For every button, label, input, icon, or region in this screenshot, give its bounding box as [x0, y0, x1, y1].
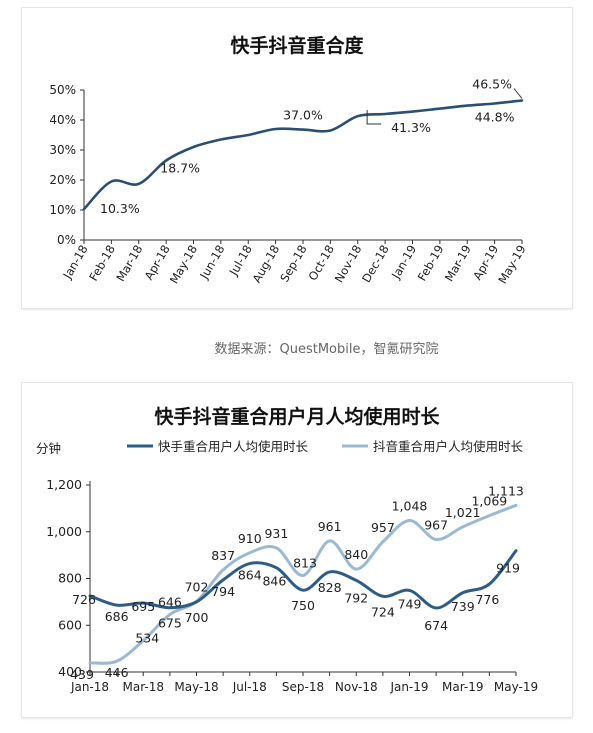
data-label-douyin: 534	[135, 631, 159, 646]
data-label-kuaishou: 776	[475, 592, 499, 607]
data-label-douyin: 1,021	[445, 505, 481, 520]
overlap-chart-panel: 快手抖音重合度 0% 10% 20% 30% 40% 50% Jan-18 Feb-18 Mar-…	[22, 8, 572, 308]
data-label-douyin: 702	[185, 579, 209, 594]
x-tick-label: Dec-18	[359, 243, 392, 286]
x-tick-label: Mar-18	[123, 680, 164, 694]
x-tick-label: Jan-19	[389, 680, 428, 694]
y-tick-label: 600	[58, 617, 82, 632]
data-label: 18.7%	[160, 161, 200, 176]
data-label-douyin: 967	[424, 517, 448, 532]
y-tick-label: 800	[58, 571, 82, 586]
source-note: 数据来源：QuestMobile，智氪研究院	[214, 342, 439, 357]
data-label-douyin: 840	[344, 547, 368, 562]
data-label-kuaishou: 794	[211, 584, 235, 599]
y-tick-label: 10%	[49, 203, 76, 217]
data-label-douyin: 1,069	[471, 494, 507, 509]
data-label-douyin: 910	[238, 531, 262, 546]
series-line-kuaishou	[88, 549, 518, 610]
x-tick-label: Mar-19	[442, 680, 483, 694]
data-label-kuaishou: 864	[238, 568, 262, 583]
data-label-kuaishou: 724	[371, 604, 395, 619]
x-tick-label: May-18	[174, 680, 218, 694]
y-tick-label: 1,200	[46, 477, 82, 492]
leader-line	[366, 110, 382, 125]
y-tick-label: 1,000	[46, 524, 82, 539]
x-tick-label: Sep-18	[282, 680, 324, 694]
x-tick-label: Jul-18	[232, 680, 267, 694]
y-tick-label: 30%	[49, 143, 76, 157]
data-label-douyin: 446	[105, 665, 129, 680]
data-label-douyin: 439	[70, 667, 94, 682]
data-label-douyin: 931	[264, 526, 288, 541]
y-tick-label: 40%	[49, 113, 76, 127]
chart-title: 快手抖音重合度	[230, 34, 364, 57]
data-label-kuaishou: 846	[262, 574, 286, 589]
y-axis-unit: 分钟	[36, 441, 61, 456]
x-tick-label: Jul-18	[226, 243, 255, 279]
data-label-douyin: 646	[158, 594, 182, 609]
x-tick-label: Nov-18	[335, 680, 378, 694]
data-label: 46.5%	[472, 77, 512, 92]
data-label-douyin: 957	[371, 520, 395, 535]
data-label-kuaishou: 792	[344, 590, 368, 605]
overlap-chart: 快手抖音重合度0%10%20%30%40%50%Jan-18Feb-18Mar-…	[49, 34, 528, 286]
data-label-kuaishou: 700	[185, 610, 209, 625]
data-label-douyin: 813	[293, 555, 317, 570]
data-label-douyin: 837	[211, 548, 235, 563]
data-label-kuaishou: 750	[291, 598, 315, 613]
leader-line	[513, 88, 523, 99]
y-tick-label: 0%	[57, 233, 76, 247]
series-line-overlap	[82, 99, 524, 211]
legend-label: 抖音重合用户人均使用时长	[373, 439, 524, 454]
data-label-kuaishou: 675	[158, 616, 182, 631]
data-label: 44.8%	[475, 110, 515, 125]
usage-chart-panel: 快手抖音重合用户月人均使用时长分钟 快手重合用户人均使用时长 抖音重合用户人均使用时…	[22, 383, 572, 717]
data-label: 10.3%	[100, 201, 140, 216]
x-tick-label: Sep-18	[277, 243, 309, 285]
x-tick-label: May-19	[494, 680, 538, 694]
y-tick-label: 400	[58, 664, 82, 679]
data-label-kuaishou: 749	[398, 596, 422, 611]
legend-label: 快手重合用户人均使用时长	[158, 439, 309, 454]
data-label-kuaishou: 739	[451, 599, 475, 614]
data-label-douyin: 1,113	[488, 483, 524, 498]
x-tick-label: Jan-18	[70, 680, 109, 694]
y-tick-label: 20%	[49, 173, 76, 187]
x-tick-label: Jun-18	[196, 243, 227, 283]
data-label-kuaishou: 828	[318, 580, 342, 595]
data-label-douyin: 961	[318, 519, 342, 534]
x-tick-label: Aug-18	[249, 243, 282, 286]
data-label-kuaishou: 695	[131, 599, 155, 614]
data-label-douyin: 1,048	[392, 499, 428, 514]
data-label: 41.3%	[391, 120, 431, 135]
data-label: 37.0%	[283, 108, 323, 123]
data-label-kuaishou: 674	[424, 618, 448, 633]
y-tick-label: 50%	[49, 83, 76, 97]
data-label-kuaishou: 919	[496, 561, 520, 576]
data-label-kuaishou: 726	[72, 592, 96, 607]
chart-title: 快手抖音重合用户月人均使用时长	[154, 405, 440, 428]
data-label-kuaishou: 686	[105, 609, 129, 624]
x-tick-label: Mar-18	[113, 243, 145, 284]
series-line-douyin	[88, 503, 518, 665]
x-tick-label: Mar-19	[442, 243, 474, 284]
